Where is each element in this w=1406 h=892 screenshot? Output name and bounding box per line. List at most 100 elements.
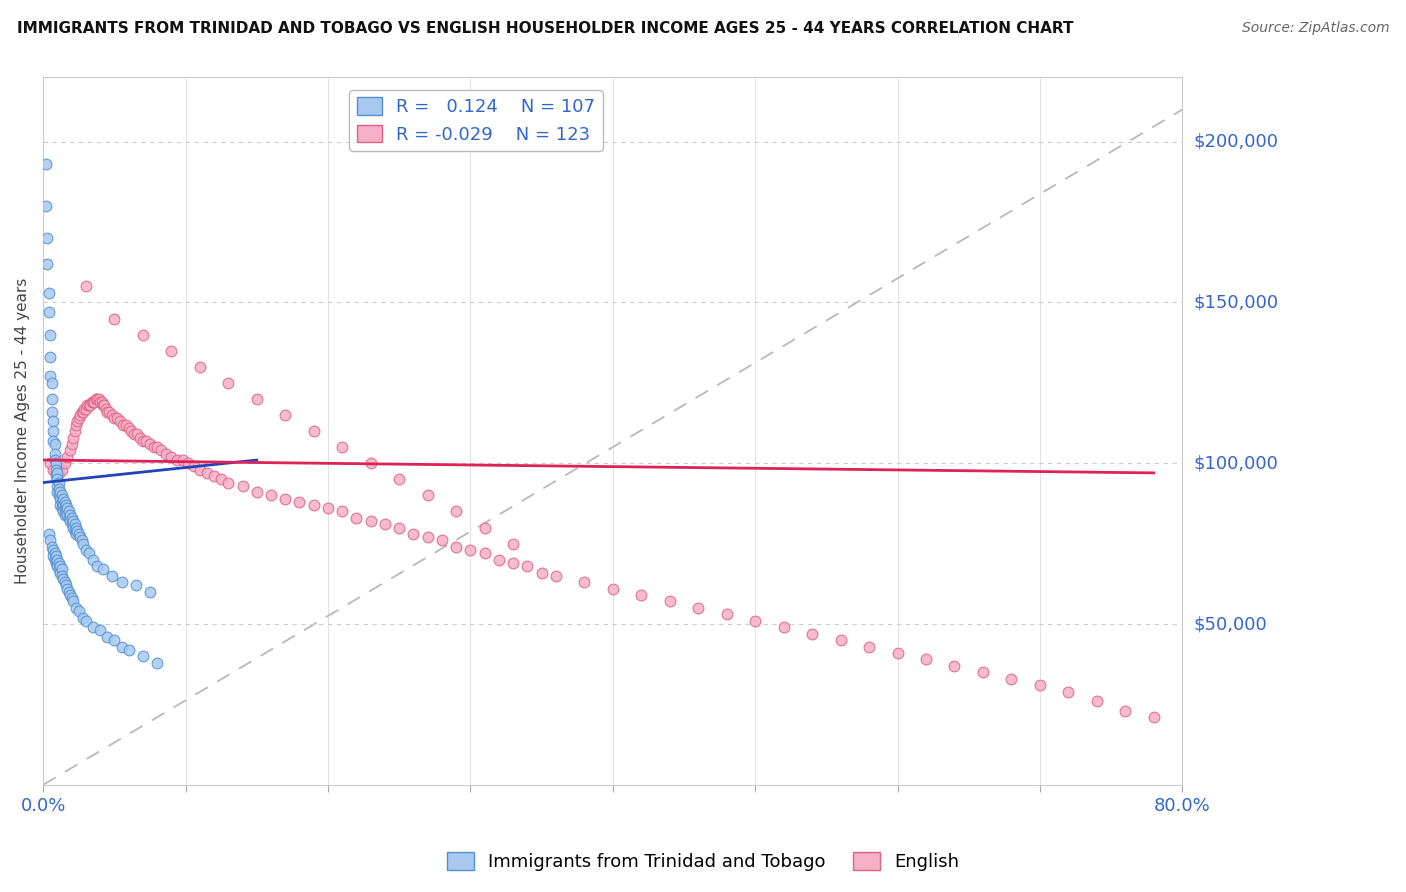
Point <box>45 556 67 570</box>
Point <box>103 311 125 326</box>
Point <box>62 431 84 445</box>
Point <box>630 588 652 602</box>
Point <box>117 642 139 657</box>
Point <box>172 453 194 467</box>
Point <box>41 405 63 419</box>
Point <box>260 488 283 502</box>
Point <box>91 562 114 576</box>
Point <box>125 578 148 592</box>
Point <box>183 459 205 474</box>
Point <box>100 568 122 582</box>
Point <box>75 614 97 628</box>
Point <box>209 472 232 486</box>
Text: $50,000: $50,000 <box>1194 615 1267 633</box>
Point <box>111 417 134 432</box>
Point <box>217 376 239 390</box>
Point <box>56 450 79 464</box>
Point <box>39 350 62 364</box>
Text: $100,000: $100,000 <box>1194 454 1278 472</box>
Point <box>45 463 67 477</box>
Point <box>44 437 66 451</box>
Point <box>972 665 994 680</box>
Point <box>474 520 496 534</box>
Point <box>502 556 524 570</box>
Point <box>1057 684 1080 698</box>
Point <box>53 495 76 509</box>
Point <box>39 456 62 470</box>
Point <box>51 562 73 576</box>
Point <box>45 456 67 470</box>
Point <box>46 472 69 486</box>
Point <box>73 401 96 416</box>
Text: IMMIGRANTS FROM TRINIDAD AND TOBAGO VS ENGLISH HOUSEHOLDER INCOME AGES 25 - 44 Y: IMMIGRANTS FROM TRINIDAD AND TOBAGO VS E… <box>17 21 1073 36</box>
Point <box>60 437 83 451</box>
Point <box>1000 672 1022 686</box>
Point <box>63 424 86 438</box>
Point <box>37 257 59 271</box>
Point <box>943 658 966 673</box>
Point <box>75 543 97 558</box>
Point <box>89 624 111 638</box>
Point <box>360 514 382 528</box>
Point <box>93 398 115 412</box>
Point <box>96 630 118 644</box>
Point <box>42 414 65 428</box>
Point <box>42 434 65 448</box>
Point <box>39 327 62 342</box>
Point <box>39 369 62 384</box>
Point <box>103 633 125 648</box>
Point <box>1029 678 1052 692</box>
Point <box>59 588 82 602</box>
Point <box>70 405 93 419</box>
Point <box>82 552 104 566</box>
Point <box>430 533 453 548</box>
Point <box>44 453 66 467</box>
Point <box>63 524 86 538</box>
Point <box>65 527 87 541</box>
Point <box>744 614 766 628</box>
Point <box>602 582 624 596</box>
Point <box>79 398 101 412</box>
Point <box>58 504 80 518</box>
Point <box>52 491 75 506</box>
Point <box>77 546 100 560</box>
Point <box>44 552 66 566</box>
Point <box>48 466 70 480</box>
Point <box>139 437 162 451</box>
Point <box>83 395 105 409</box>
Point <box>48 488 70 502</box>
Point <box>44 447 66 461</box>
Point <box>41 376 63 390</box>
Point <box>82 395 104 409</box>
Point <box>42 424 65 438</box>
Point <box>52 572 75 586</box>
Point <box>716 607 738 622</box>
Point <box>416 488 439 502</box>
Point <box>388 520 411 534</box>
Point <box>51 463 73 477</box>
Point <box>75 401 97 416</box>
Point <box>86 559 108 574</box>
Point <box>124 427 146 442</box>
Point <box>155 447 177 461</box>
Point <box>76 398 98 412</box>
Point <box>1114 704 1136 718</box>
Point <box>59 508 82 522</box>
Point <box>46 552 69 566</box>
Point <box>51 568 73 582</box>
Point <box>42 463 65 477</box>
Point <box>90 395 112 409</box>
Point <box>70 533 93 548</box>
Point <box>121 424 143 438</box>
Point <box>84 392 107 406</box>
Point <box>139 585 162 599</box>
Point <box>97 405 120 419</box>
Point <box>232 479 254 493</box>
Point <box>502 536 524 550</box>
Point <box>55 498 77 512</box>
Point <box>91 398 114 412</box>
Point <box>44 546 66 560</box>
Point <box>56 582 79 596</box>
Point <box>416 530 439 544</box>
Point <box>82 620 104 634</box>
